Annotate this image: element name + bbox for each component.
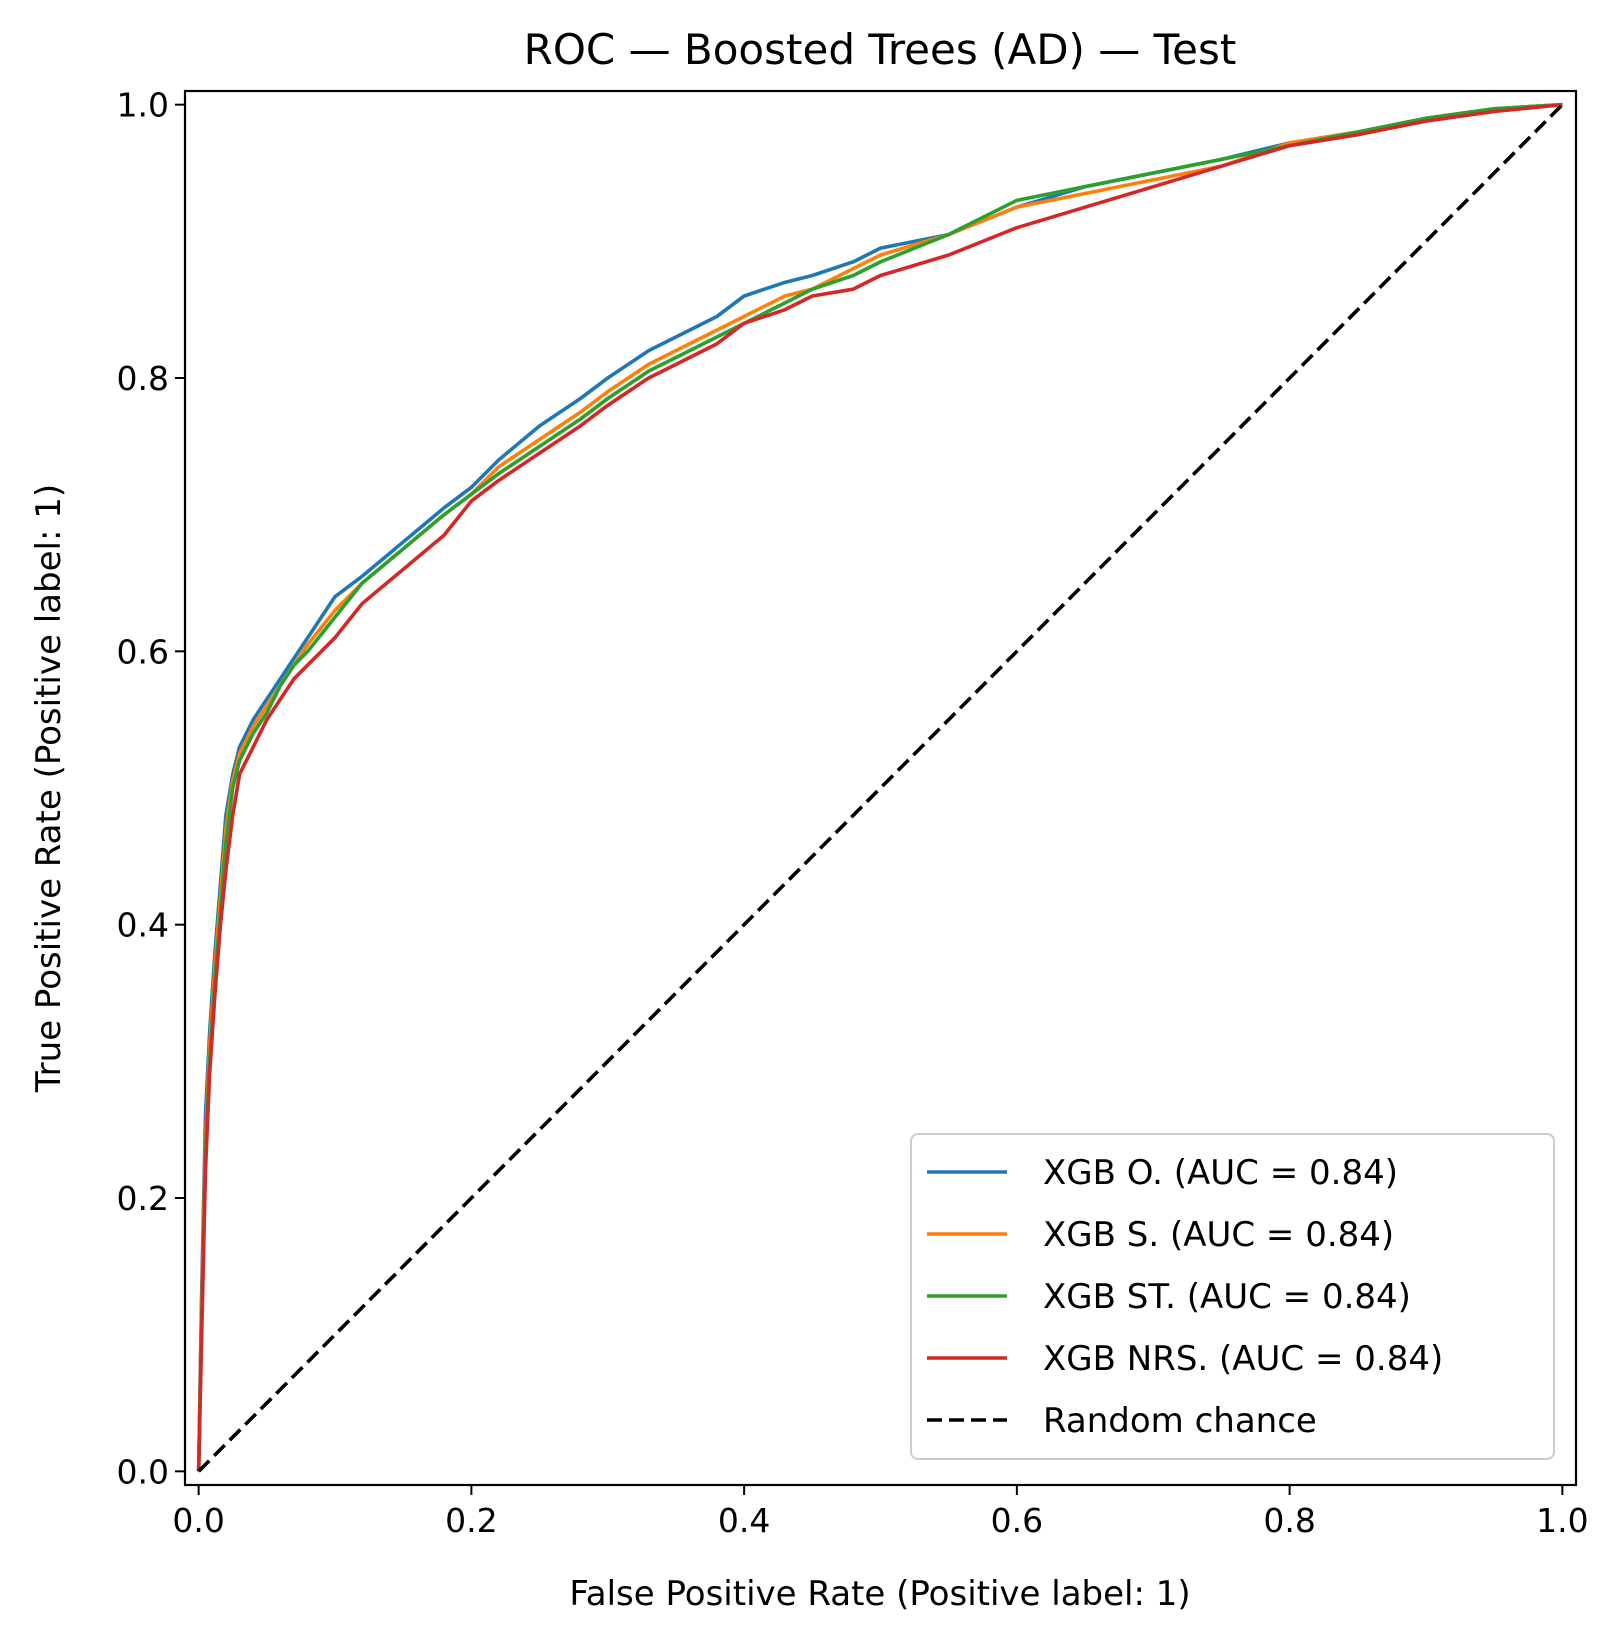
x-tick-label: 0.0 xyxy=(172,1501,224,1540)
legend-label-1: XGB S. (AUC = 0.84) xyxy=(1043,1215,1394,1255)
y-tick-label: 0.4 xyxy=(117,906,169,945)
y-tick-label: 0.2 xyxy=(117,1179,169,1218)
x-tick-label: 0.8 xyxy=(1263,1501,1315,1540)
series-line-4 xyxy=(197,103,1564,1473)
y-tick-label: 0.8 xyxy=(117,359,169,398)
x-tick-label: 0.6 xyxy=(991,1501,1043,1540)
x-axis-label: False Positive Rate (Positive label: 1) xyxy=(569,1574,1190,1614)
legend-label-0: XGB O. (AUC = 0.84) xyxy=(1043,1153,1398,1193)
legend-frame xyxy=(910,1133,1555,1460)
x-tick-label: 0.4 xyxy=(718,1501,770,1540)
legend-items: XGB O. (AUC = 0.84) XGB S. (AUC = 0.84) XG… xyxy=(927,1153,1443,1441)
series-layer xyxy=(196,102,1564,1473)
legend-label-2: XGB ST. (AUC = 0.84) xyxy=(1043,1277,1411,1317)
x-axis-ticks: 0.0 0.2 0.4 0.6 0.8 1.0 xyxy=(172,1485,1589,1540)
legend: XGB O. (AUC = 0.84) XGB S. (AUC = 0.84) XG… xyxy=(910,1133,1555,1460)
legend-label-3: XGB NRS. (AUC = 0.84) xyxy=(1043,1339,1443,1379)
series-line-3 xyxy=(196,102,1563,1472)
chart-title: ROC — Boosted Trees (AD) — Test xyxy=(524,25,1237,74)
y-axis-label: True Positive Rate (Positive label: 1) xyxy=(29,484,69,1093)
x-tick-label: 0.2 xyxy=(445,1501,497,1540)
y-tick-label: 1.0 xyxy=(117,86,169,125)
y-tick-label: 0.0 xyxy=(117,1452,169,1491)
series-line-2 xyxy=(196,102,1563,1472)
y-tick-label: 0.6 xyxy=(117,632,169,671)
y-axis-ticks: 0.0 0.2 0.4 0.6 0.8 1.0 xyxy=(117,86,185,1491)
legend-label-4: Random chance xyxy=(1043,1401,1317,1441)
x-tick-label: 1.0 xyxy=(1536,1501,1588,1540)
